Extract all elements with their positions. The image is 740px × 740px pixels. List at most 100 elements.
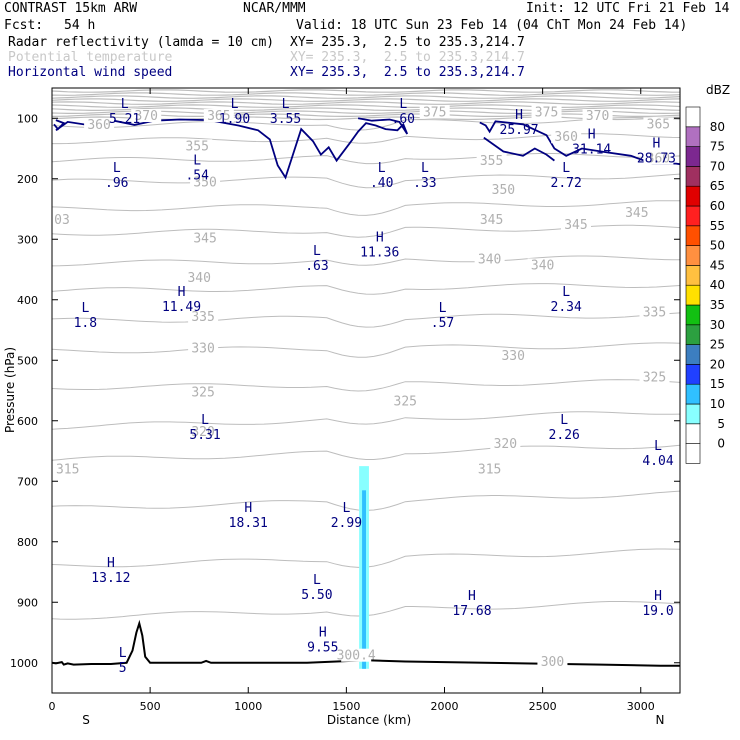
- colorbar-swatch: [685, 245, 701, 266]
- theta-label-bg: [531, 105, 562, 119]
- theta-label-bg: [474, 252, 505, 266]
- colorbar-label: 75: [710, 140, 725, 154]
- extremum-kind: H: [654, 589, 662, 604]
- colorbar-label: 20: [710, 357, 725, 371]
- theta-label-bg: [560, 217, 591, 231]
- colorbar: 0 5 10 15 20 25 30 35 40 45 50 55 60 65 70 75 80: [685, 106, 725, 464]
- theta-label: 365: [207, 109, 230, 124]
- theta-label: 360: [87, 118, 110, 133]
- extremum-kind: L: [399, 97, 407, 112]
- extremum-kind: H: [653, 137, 661, 152]
- extremum-kind: L: [560, 413, 568, 428]
- theta-label-bg: [474, 462, 505, 476]
- theta-label: 03: [54, 213, 70, 228]
- colorbar-label: 10: [710, 397, 725, 411]
- theta-label: 355: [185, 139, 208, 154]
- extremum-kind: L: [654, 439, 662, 454]
- theta-label-bg: [190, 175, 221, 189]
- extremum-kind: L: [282, 97, 290, 112]
- theta-label-bg: [551, 130, 582, 144]
- theta-contour-line: [51, 200, 681, 216]
- theta-label: 325: [394, 395, 417, 410]
- theta-label: 345: [564, 218, 587, 233]
- extremum-value: 3.55: [270, 112, 301, 127]
- theta-label: 325: [643, 370, 666, 385]
- colorbar-label: 35: [710, 298, 725, 312]
- theta-contour-line: [51, 312, 681, 328]
- theta-contour-line: [51, 116, 681, 131]
- theta-contour-line: [51, 379, 681, 392]
- theta-contour-line: [51, 98, 681, 102]
- extremum-value: 2.34: [551, 300, 582, 315]
- theta-label: 315: [478, 462, 501, 477]
- x-tick-label: 2000: [431, 700, 459, 713]
- reflectivity-column: [359, 466, 369, 669]
- theta-label-bg: [188, 424, 219, 438]
- theta-label: 320: [191, 425, 214, 440]
- field-name-wind: Horizontal wind speed: [8, 65, 173, 80]
- extremum-value: 13.12: [91, 571, 130, 586]
- colorbar-swatch: [685, 205, 701, 227]
- theta-label: 360: [554, 130, 577, 145]
- theta-contour-line: [51, 173, 681, 189]
- theta-contour-line: [51, 95, 681, 99]
- theta-label: 350: [492, 183, 515, 198]
- extremum-kind: L: [193, 153, 201, 168]
- colorbar-swatch: [685, 166, 701, 187]
- theta-label-bg: [643, 151, 674, 165]
- colorbar-label: 0: [717, 437, 725, 451]
- colorbar-label: 55: [710, 219, 725, 233]
- theta-label-bg: [527, 258, 558, 272]
- y-tick-label: 400: [17, 294, 38, 307]
- extremum-kind: H: [244, 501, 252, 516]
- theta-label-bg: [643, 117, 674, 131]
- x-tick-label: 2500: [529, 700, 557, 713]
- theta-label: 375: [535, 105, 558, 120]
- extremum-value: 17.68: [452, 604, 491, 619]
- x-tick-label: 3000: [627, 700, 655, 713]
- y-tick-label: 100: [17, 112, 38, 125]
- colorbar-label: 65: [710, 179, 725, 193]
- theta-contour-line: [51, 411, 681, 430]
- theta-label: 330: [191, 341, 214, 356]
- theta-label: 335: [643, 306, 666, 321]
- theta-label: 345: [193, 231, 216, 246]
- theta-label-bg: [582, 109, 613, 123]
- theta-label-bg: [203, 109, 234, 123]
- extremum-value: 9.55: [307, 640, 338, 655]
- y-tick-label: 1000: [10, 657, 38, 670]
- colorbar-swatch: [685, 383, 701, 405]
- colorbar-swatch: [685, 344, 701, 365]
- extremum-kind: L: [121, 97, 129, 112]
- extremum-value: 31.14: [572, 142, 611, 157]
- extremum-value: 5.31: [189, 428, 220, 443]
- theta-label: 325: [191, 386, 214, 401]
- theta-label: 375: [423, 105, 446, 120]
- theta-label: 340: [531, 258, 554, 273]
- wind-contour-line: [53, 119, 66, 131]
- colorbar-label: 15: [710, 377, 725, 391]
- init-time: Init: 12 UTC Fri 21 Feb 14: [526, 1, 730, 16]
- y-tick-label: 200: [17, 173, 38, 186]
- extremum-value: 2.72: [551, 176, 582, 191]
- theta-label: 330: [501, 349, 524, 364]
- theta-contour-line: [51, 255, 680, 267]
- extremum-value: 19.0: [642, 604, 673, 619]
- theta-label-bg: [390, 394, 421, 408]
- extremum-value: 25.97: [500, 123, 539, 138]
- extremum-kind: L: [81, 301, 89, 316]
- extremum-value: 4.04: [642, 454, 673, 469]
- terrain-line: [51, 619, 680, 667]
- theta-label-bg: [341, 648, 372, 662]
- source-label: NCAR/MMM: [243, 1, 306, 16]
- colorbar-unit: dBZ: [706, 83, 730, 97]
- extremum-value: 11.49: [162, 300, 201, 315]
- theta-contour-line: [51, 104, 681, 109]
- field-xy-wind: XY= 235.3, 2.5 to 235.3,214.7: [290, 65, 525, 80]
- theta-label: 350: [193, 176, 216, 191]
- theta-label-bg: [476, 153, 507, 167]
- y-tick-label: 500: [17, 354, 38, 367]
- colorbar-label: 30: [710, 318, 725, 332]
